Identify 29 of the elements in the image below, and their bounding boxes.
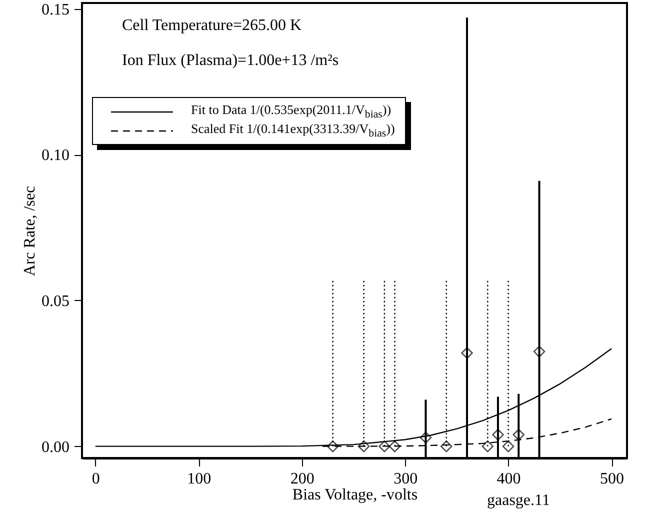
- y-tick-label: 0.00: [42, 438, 70, 456]
- point: [420, 432, 432, 444]
- x-axis-title: Bias Voltage, -volts: [292, 486, 418, 504]
- point: [440, 440, 452, 452]
- x-tick-label: 100: [187, 470, 212, 488]
- point: [502, 440, 514, 452]
- point: [388, 440, 401, 452]
- y-tick-label: 0.05: [42, 293, 70, 310]
- point: [482, 440, 494, 452]
- point: [378, 440, 390, 452]
- x-tick-label: 400: [496, 470, 521, 488]
- point: [533, 346, 546, 358]
- point: [461, 347, 473, 359]
- legend-label: Scaled Fit 1/(0.141exp(3313.39/V$_{bias}$)): [191, 121, 395, 140]
- point: [492, 428, 504, 441]
- x-tick-label: 0: [92, 470, 100, 488]
- x-tick-label: 200: [290, 470, 314, 488]
- text: gaasge.11: [487, 492, 550, 509]
- point: [358, 440, 370, 452]
- point: [512, 428, 525, 441]
- legend-label: Fit to Data 1/(0.535exp(2011.1/V$_{bias}$)): [191, 102, 392, 121]
- point: [326, 440, 339, 452]
- y-axis-title: Arc Rate, /sec: [22, 186, 38, 276]
- y-tick-label: 0.10: [42, 147, 70, 164]
- annotation: Ion Flux (Plasma)=1.00e+13 /m²s: [122, 52, 339, 69]
- x-tick-label: 300: [394, 470, 418, 488]
- annotation: Cell Temperature=265.00 K: [122, 17, 302, 34]
- y-tick-label: 0.15: [42, 1, 70, 18]
- x-tick-label: 500: [600, 470, 624, 488]
